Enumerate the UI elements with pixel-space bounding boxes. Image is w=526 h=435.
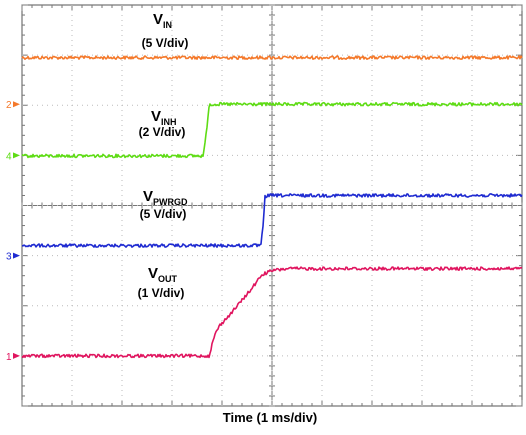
- traces: [21, 55, 523, 359]
- vinh-name: V: [151, 108, 161, 125]
- vinh-scale: (2 V/div): [139, 125, 186, 139]
- trace-vpwrgd: [22, 193, 523, 248]
- vpwrgd-scale: (5 V/div): [140, 207, 187, 221]
- svg-text:VPWRGD: VPWRGD: [143, 188, 188, 207]
- svg-text:VIN: VIN: [153, 11, 172, 30]
- channel-marker-label: 4: [6, 151, 12, 162]
- vin-scale: (5 V/div): [142, 36, 189, 50]
- channel-marker-label: 3: [6, 252, 12, 263]
- graticule: [21, 4, 523, 407]
- label-vin: VIN (5 V/div): [142, 11, 189, 50]
- trace-vinh: [21, 101, 523, 159]
- vin-sub: IN: [163, 20, 172, 30]
- vout-sub: OUT: [158, 274, 178, 284]
- label-vout: VOUT (1 V/div): [138, 265, 185, 300]
- trace-vout: [21, 266, 523, 359]
- svg-text:VINH: VINH: [151, 108, 177, 127]
- label-vpwrgd: VPWRGD (5 V/div): [140, 188, 188, 221]
- vout-name: V: [148, 265, 158, 282]
- x-axis-label: Time (1 ms/div): [223, 410, 317, 425]
- channel-marker-arrow: [13, 352, 20, 359]
- vpwrgd-name: V: [143, 188, 153, 205]
- vout-scale: (1 V/div): [138, 286, 185, 300]
- vpwrgd-sub: PWRGD: [153, 197, 188, 207]
- channel-marker-label: 1: [6, 352, 12, 363]
- channel-markers: 4 3 1 2: [6, 100, 20, 363]
- trace-vin: [21, 55, 523, 60]
- vin-name: V: [153, 11, 163, 28]
- channel-marker-arrow: [13, 152, 20, 159]
- channel-marker-arrow: [13, 101, 20, 108]
- label-vinh: VINH (2 V/div): [139, 108, 186, 139]
- svg-text:VOUT: VOUT: [148, 265, 178, 284]
- channel-marker-label: 2: [6, 100, 12, 111]
- channel-marker-arrow: [13, 252, 20, 259]
- vinh-sub: INH: [161, 117, 177, 127]
